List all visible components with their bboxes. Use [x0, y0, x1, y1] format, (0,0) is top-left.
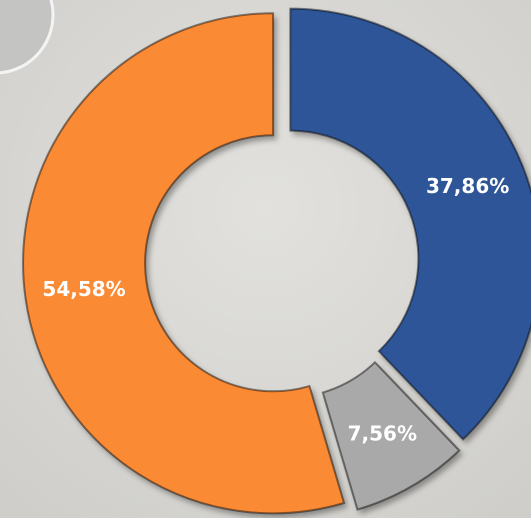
slices [22, 7, 531, 515]
slice [22, 12, 346, 515]
data-label: 37,86% [426, 174, 509, 198]
decor-circle [0, 0, 55, 75]
slice [321, 360, 461, 511]
data-label: 7,56% [348, 422, 417, 446]
data-label: 54,58% [42, 277, 125, 301]
slice [289, 7, 531, 441]
